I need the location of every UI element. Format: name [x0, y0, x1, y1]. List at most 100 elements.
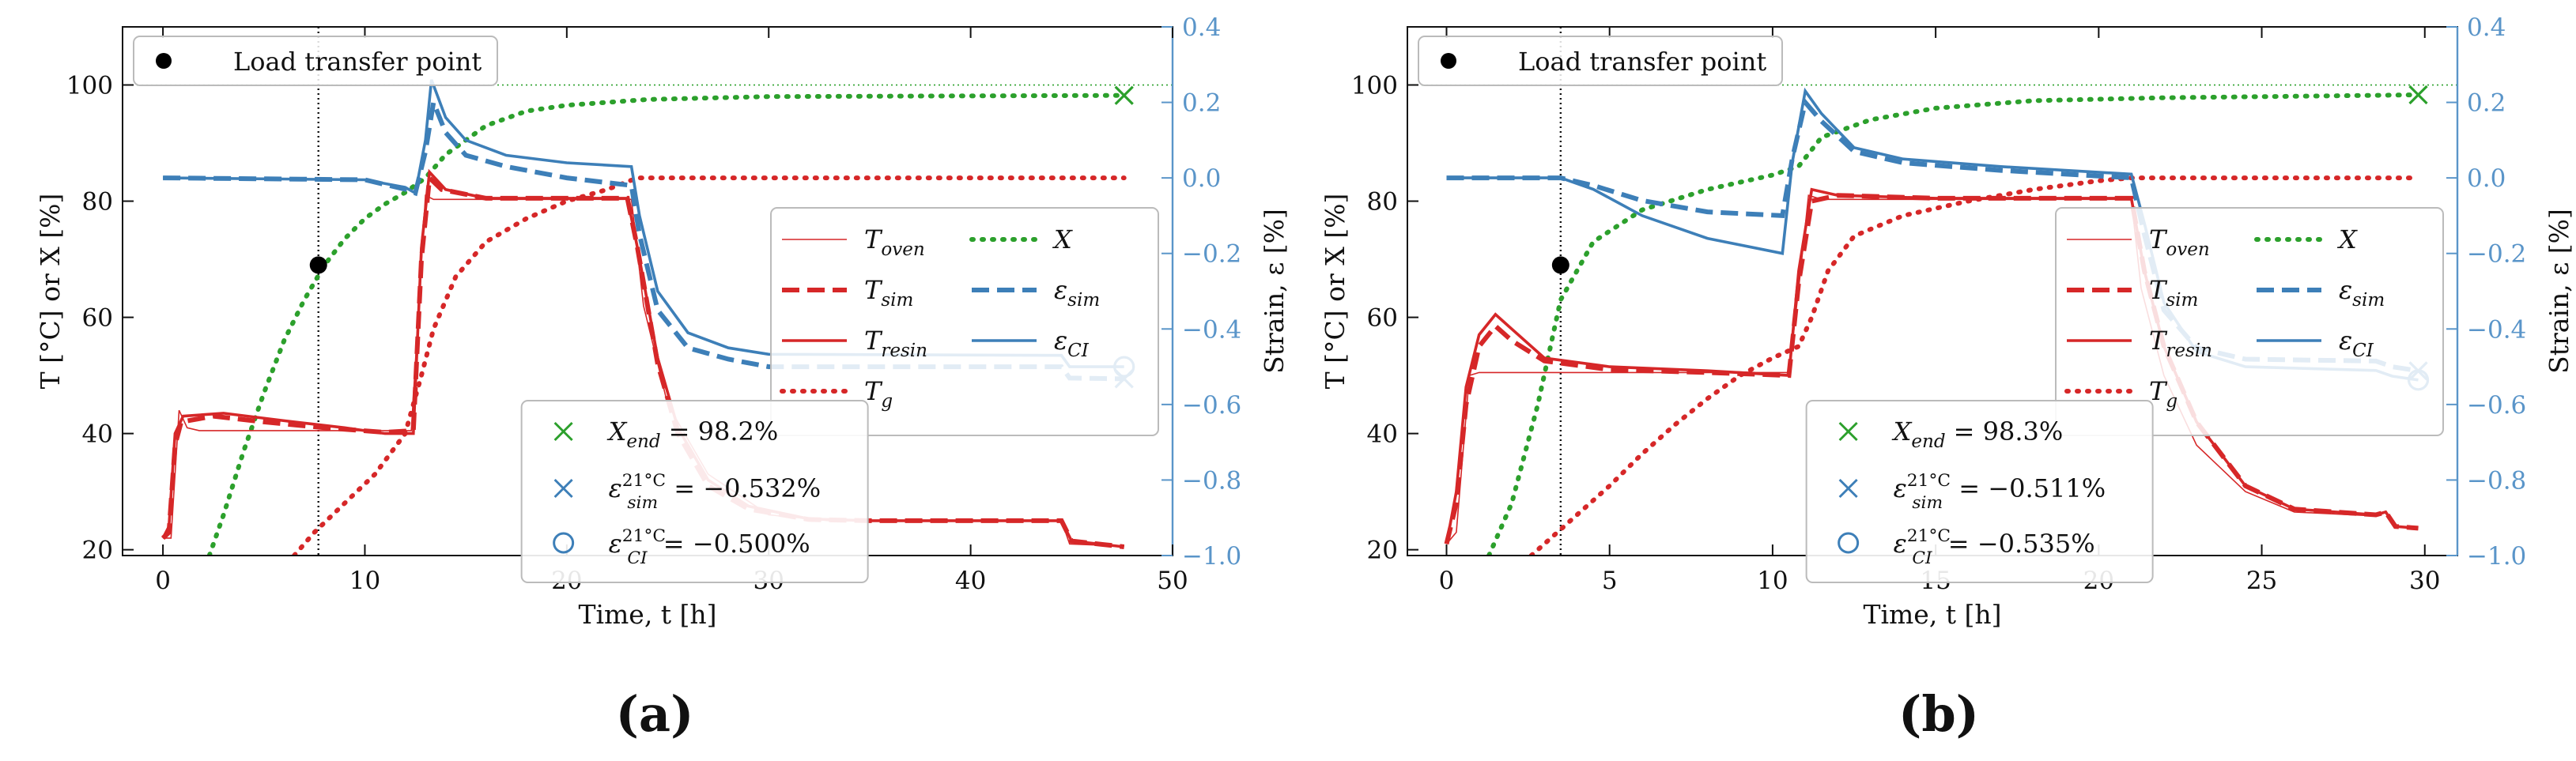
legend-load-transfer-label: Load transfer point: [1518, 47, 1766, 77]
series-t-g: [292, 175, 1127, 556]
load-transfer-point: [1551, 256, 1569, 274]
x-tick-label: 0: [1439, 567, 1455, 595]
series-eps-sim: [163, 93, 1124, 382]
cross-stroke: [2408, 85, 2428, 105]
y-tick-label: 60: [1367, 304, 1398, 333]
x-tick-label: 30: [2409, 567, 2440, 595]
y-right-tick-label: 0.2: [2467, 89, 2506, 118]
chart-panel-b: 051015202530204060801000.40.20.0−0.2−0.4…: [1320, 13, 2574, 743]
legend-label-t-oven: Toven: [864, 224, 925, 260]
cross-stroke: [1838, 421, 1858, 442]
y-right-tick-label: −1.0: [1182, 542, 1241, 571]
series-t-sim: [1444, 193, 2419, 545]
legend-label-t-resin: Tresin: [2149, 326, 2212, 361]
chart-panel-a: 01020304050204060801000.40.20.0−0.2−0.4−…: [35, 13, 1290, 743]
legend-x-end-label: Xend = 98.3%: [1891, 416, 2064, 452]
y-tick-label: 80: [1367, 188, 1398, 217]
legend-eps-ci-label: ε21°C CI = −0.500%: [609, 526, 810, 568]
x-tick-label: 10: [349, 567, 380, 595]
legend-label-eps-sim: εsim: [1054, 275, 1100, 311]
y-tick-label: 40: [1367, 420, 1398, 449]
legend-eps-sim-label: ε21°C sim = −0.511%: [1894, 471, 2106, 513]
legend-box: [520, 400, 869, 583]
legend-box: [1805, 400, 2154, 583]
y-right-tick-label: −1.0: [2467, 542, 2526, 571]
x-axis-label: Time, t [h]: [578, 599, 716, 630]
y-right-tick-label: −0.6: [2467, 391, 2526, 420]
x-tick-label: 50: [1157, 567, 1188, 595]
panel-label: (a): [616, 685, 694, 743]
x-tick-label: 0: [155, 567, 171, 595]
y-right-tick-label: 0.4: [1182, 13, 1221, 42]
x-tick-label: 10: [1757, 567, 1788, 595]
legend-label-eps-ci: εCI: [2339, 326, 2374, 361]
y-tick-label: 20: [82, 537, 113, 565]
y-tick-label: 60: [82, 304, 113, 333]
legend-dot-marker: [1441, 53, 1456, 69]
legend-label-t-sim: Tsim: [2149, 275, 2198, 311]
legend-x-end-marker: [553, 421, 573, 442]
x-axis-label: Time, t [h]: [1863, 599, 2001, 630]
legend-load-transfer: Load transfer point: [133, 36, 498, 86]
legend-x-end-marker: [1838, 421, 1858, 442]
series-x: [206, 92, 1127, 556]
y-right-tick-label: −0.4: [2467, 315, 2526, 344]
legend-label-eps-ci: εCI: [1054, 326, 1090, 361]
legend-label-t-oven: Toven: [2149, 224, 2210, 260]
y-right-tick-label: −0.6: [1182, 391, 1241, 420]
y-right-tick-label: −0.8: [1182, 466, 1241, 495]
legend-results: Xend = 98.2% ε21°C sim = −0.532% ε21°C CI = −…: [520, 400, 869, 583]
legend-load-transfer-label: Load transfer point: [233, 47, 482, 77]
series-x: [1486, 92, 2421, 556]
legend-label-t-sim: Tsim: [864, 275, 913, 311]
legend-eps-sim-marker: [553, 478, 573, 499]
end-marker-x: [1114, 85, 1134, 105]
legend-label-t-resin: Tresin: [864, 326, 927, 361]
y-axis-label-right: Strain, ε [%]: [2544, 209, 2574, 374]
y-right-tick-label: 0.0: [2467, 164, 2506, 193]
y-right-tick-label: −0.2: [1182, 240, 1241, 269]
panel-label: (b): [1898, 685, 1979, 743]
y-tick-label: 40: [82, 420, 113, 449]
series-t-resin: [1445, 187, 2419, 544]
series-eps-sim: [1446, 97, 2419, 374]
legend-dot-marker: [156, 53, 172, 69]
legend-label-x: X: [1052, 224, 1073, 254]
x-tick-label: 40: [955, 567, 986, 595]
y-right-tick-label: −0.2: [2467, 240, 2526, 269]
legend-eps-sim-label: ε21°C sim = −0.532%: [609, 471, 821, 513]
cross-stroke: [1114, 85, 1134, 105]
legend-eps-ci-label: ε21°C CI = −0.535%: [1894, 526, 2095, 568]
y-tick-label: 80: [82, 188, 113, 217]
y-axis-label-left: T [°C] or X [%]: [1320, 194, 1350, 390]
y-axis-label-right: Strain, ε [%]: [1259, 209, 1290, 374]
legend-box: [2055, 207, 2444, 436]
x-tick-label: 5: [1602, 567, 1618, 595]
legend-label-t-g: Tg: [864, 376, 893, 412]
legend-box: [133, 36, 498, 86]
y-tick-label: 100: [1351, 72, 1398, 100]
y-right-tick-label: 0.2: [1182, 89, 1221, 118]
load-transfer-point: [309, 256, 327, 274]
legend-eps-ci-marker: [553, 532, 575, 554]
y-right-tick-label: 0.0: [1182, 164, 1221, 193]
cross-stroke: [1838, 478, 1858, 499]
legend-label-eps-sim: εsim: [2339, 275, 2385, 311]
end-marker-x: [2408, 85, 2428, 105]
y-right-tick-label: −0.4: [1182, 315, 1241, 344]
cross-stroke: [553, 421, 573, 442]
legend-x-end-label: Xend = 98.2%: [606, 416, 779, 452]
x-tick-label: 25: [2246, 567, 2277, 595]
y-right-tick-label: −0.8: [2467, 466, 2526, 495]
y-axis-label-left: T [°C] or X [%]: [35, 194, 66, 390]
legend-box: [770, 207, 1159, 436]
legend-load-transfer: Load transfer point: [1418, 36, 1783, 86]
series-t-g: [1528, 175, 2421, 556]
y-tick-label: 100: [66, 72, 113, 100]
legend-results: Xend = 98.3% ε21°C sim = −0.511% ε21°C CI = −…: [1805, 400, 2154, 583]
legend-label-t-g: Tg: [2149, 376, 2178, 412]
cross-stroke: [553, 478, 573, 499]
